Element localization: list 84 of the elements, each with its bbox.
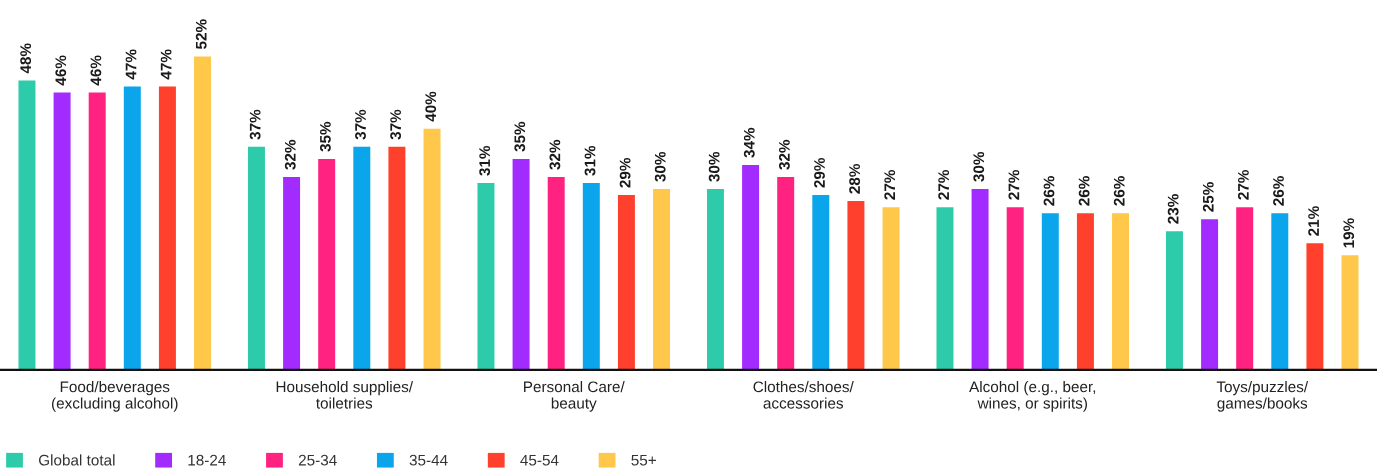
bar bbox=[1341, 255, 1359, 370]
data-label: 26% bbox=[1043, 176, 1055, 206]
bar bbox=[53, 92, 71, 370]
bar bbox=[247, 146, 265, 370]
bar bbox=[423, 128, 441, 370]
bar bbox=[477, 183, 495, 370]
data-label: 47% bbox=[160, 49, 172, 80]
data-label: 32% bbox=[778, 139, 790, 170]
data-label: 29% bbox=[619, 157, 631, 188]
data-label: 27% bbox=[1008, 170, 1020, 200]
bar bbox=[1041, 213, 1059, 370]
bar bbox=[18, 80, 36, 370]
data-label: 23% bbox=[1167, 194, 1179, 224]
bar bbox=[617, 195, 635, 370]
bar bbox=[847, 201, 865, 370]
data-label: 25% bbox=[1202, 182, 1214, 212]
data-label: 30% bbox=[654, 151, 666, 182]
bar bbox=[1112, 213, 1130, 370]
legend-label: 25-34 bbox=[298, 454, 337, 466]
data-label: 26% bbox=[1078, 176, 1090, 206]
data-label: 48% bbox=[20, 43, 32, 74]
x-tick-label: Food/beverages (excluding alcohol) bbox=[52, 381, 178, 412]
bar bbox=[1076, 213, 1094, 370]
bar bbox=[777, 176, 795, 370]
bar bbox=[88, 92, 106, 370]
bar bbox=[1165, 231, 1183, 370]
data-label: 27% bbox=[884, 170, 896, 200]
legend-label: 18-24 bbox=[188, 454, 226, 466]
data-label: 26% bbox=[1273, 176, 1284, 206]
data-label: 37% bbox=[355, 109, 366, 140]
data-label: 29% bbox=[814, 157, 825, 188]
data-label: 32% bbox=[549, 139, 561, 170]
data-label: 27% bbox=[1237, 170, 1249, 200]
bar bbox=[706, 189, 724, 370]
x-tick-label: Household supplies/ toiletries bbox=[276, 381, 414, 409]
bar bbox=[388, 146, 406, 370]
data-label: 34% bbox=[743, 127, 755, 158]
bar bbox=[1201, 219, 1219, 370]
bar bbox=[158, 86, 176, 370]
data-label: 27% bbox=[938, 170, 950, 200]
data-label: 52% bbox=[195, 19, 207, 50]
data-label: 46% bbox=[90, 55, 102, 86]
bar bbox=[1306, 243, 1324, 370]
bar bbox=[318, 158, 336, 370]
data-label: 35% bbox=[319, 121, 331, 152]
data-label: 35% bbox=[514, 121, 526, 152]
x-tick-label: Alcohol (e.g., beer, wines, or spirits) bbox=[969, 381, 1096, 412]
bar bbox=[742, 164, 760, 370]
data-label: 21% bbox=[1308, 206, 1319, 236]
bar bbox=[936, 207, 954, 370]
data-label: 31% bbox=[584, 145, 596, 176]
data-label: 28% bbox=[849, 163, 861, 194]
legend-label: 45-54 bbox=[520, 454, 559, 466]
data-label: 32% bbox=[284, 139, 296, 170]
bar bbox=[653, 189, 671, 370]
data-label: 37% bbox=[249, 109, 261, 140]
bar bbox=[812, 195, 830, 370]
data-label: 46% bbox=[55, 55, 67, 86]
bar bbox=[882, 207, 900, 370]
bar bbox=[353, 146, 371, 370]
x-tick-label: Toys/puzzles/ games/books bbox=[1216, 381, 1309, 412]
bar bbox=[1236, 207, 1254, 370]
x-tick-label: Personal Care/ beauty bbox=[524, 381, 625, 412]
data-label: 37% bbox=[390, 109, 402, 140]
legend-label: 55+ bbox=[631, 454, 656, 466]
x-tick-label: Clothes/shoes/ accessories bbox=[753, 381, 854, 409]
legend-label: Global total bbox=[38, 454, 115, 466]
data-label: 30% bbox=[973, 151, 985, 182]
bar bbox=[512, 158, 530, 370]
bar bbox=[547, 176, 565, 370]
data-label: 19% bbox=[1343, 218, 1355, 248]
bar bbox=[123, 86, 141, 370]
data-label: 47% bbox=[125, 49, 137, 80]
bar bbox=[582, 183, 600, 370]
bar bbox=[1271, 213, 1289, 370]
bar bbox=[1006, 207, 1024, 370]
data-label: 26% bbox=[1113, 176, 1125, 206]
data-label: 31% bbox=[479, 145, 491, 176]
bar bbox=[194, 56, 212, 370]
legend-label: 35-44 bbox=[409, 454, 448, 466]
bar bbox=[283, 176, 301, 370]
data-label: 40% bbox=[425, 91, 437, 122]
data-label: 30% bbox=[708, 151, 720, 182]
bar bbox=[971, 189, 989, 370]
